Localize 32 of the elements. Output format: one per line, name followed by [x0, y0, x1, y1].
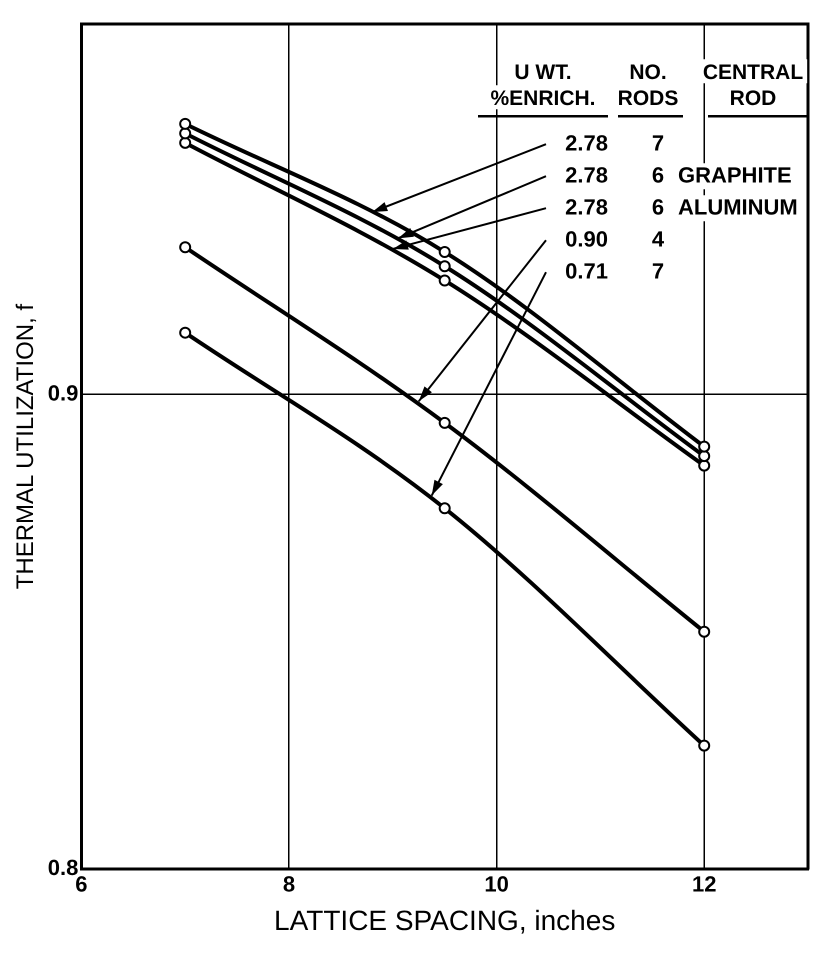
- y-axis-title: THERMAL UTILIZATION, f: [12, 304, 40, 590]
- text: 2.78 6 ALUMINUM: [565, 194, 798, 220]
- point: [698, 740, 710, 752]
- point: [698, 626, 710, 638]
- annotation: NO.: [629, 61, 667, 84]
- annotation: RODS: [618, 87, 678, 110]
- x-tick-label: 12: [692, 871, 716, 896]
- annotation: %ENRICH.: [490, 87, 596, 110]
- point: [438, 274, 451, 286]
- point: [179, 326, 192, 339]
- point: [438, 416, 451, 429]
- text: 2.78 7: [565, 130, 664, 156]
- point: [179, 127, 192, 140]
- point: [438, 260, 451, 272]
- point: [438, 246, 451, 258]
- x-tick-label: 8: [282, 871, 296, 896]
- point: [179, 118, 192, 130]
- point: [698, 440, 710, 453]
- point: [179, 241, 192, 254]
- annotation: ROD: [730, 87, 776, 110]
- text: 0.71 7: [565, 258, 664, 284]
- annotation: CENTRAL: [702, 61, 804, 84]
- text: 2.78 6 GRAPHITE: [565, 162, 792, 188]
- annotation: U WT.: [514, 61, 572, 84]
- point: [698, 450, 710, 462]
- point: [438, 502, 451, 514]
- point: [179, 136, 192, 149]
- y-tick-label: 0.9: [48, 380, 78, 406]
- point: [698, 460, 710, 472]
- x-tick-label: 10: [484, 871, 509, 896]
- x-axis-title: LATTICE SPACING, inches: [274, 904, 616, 936]
- text: 0.90 4: [565, 226, 664, 252]
